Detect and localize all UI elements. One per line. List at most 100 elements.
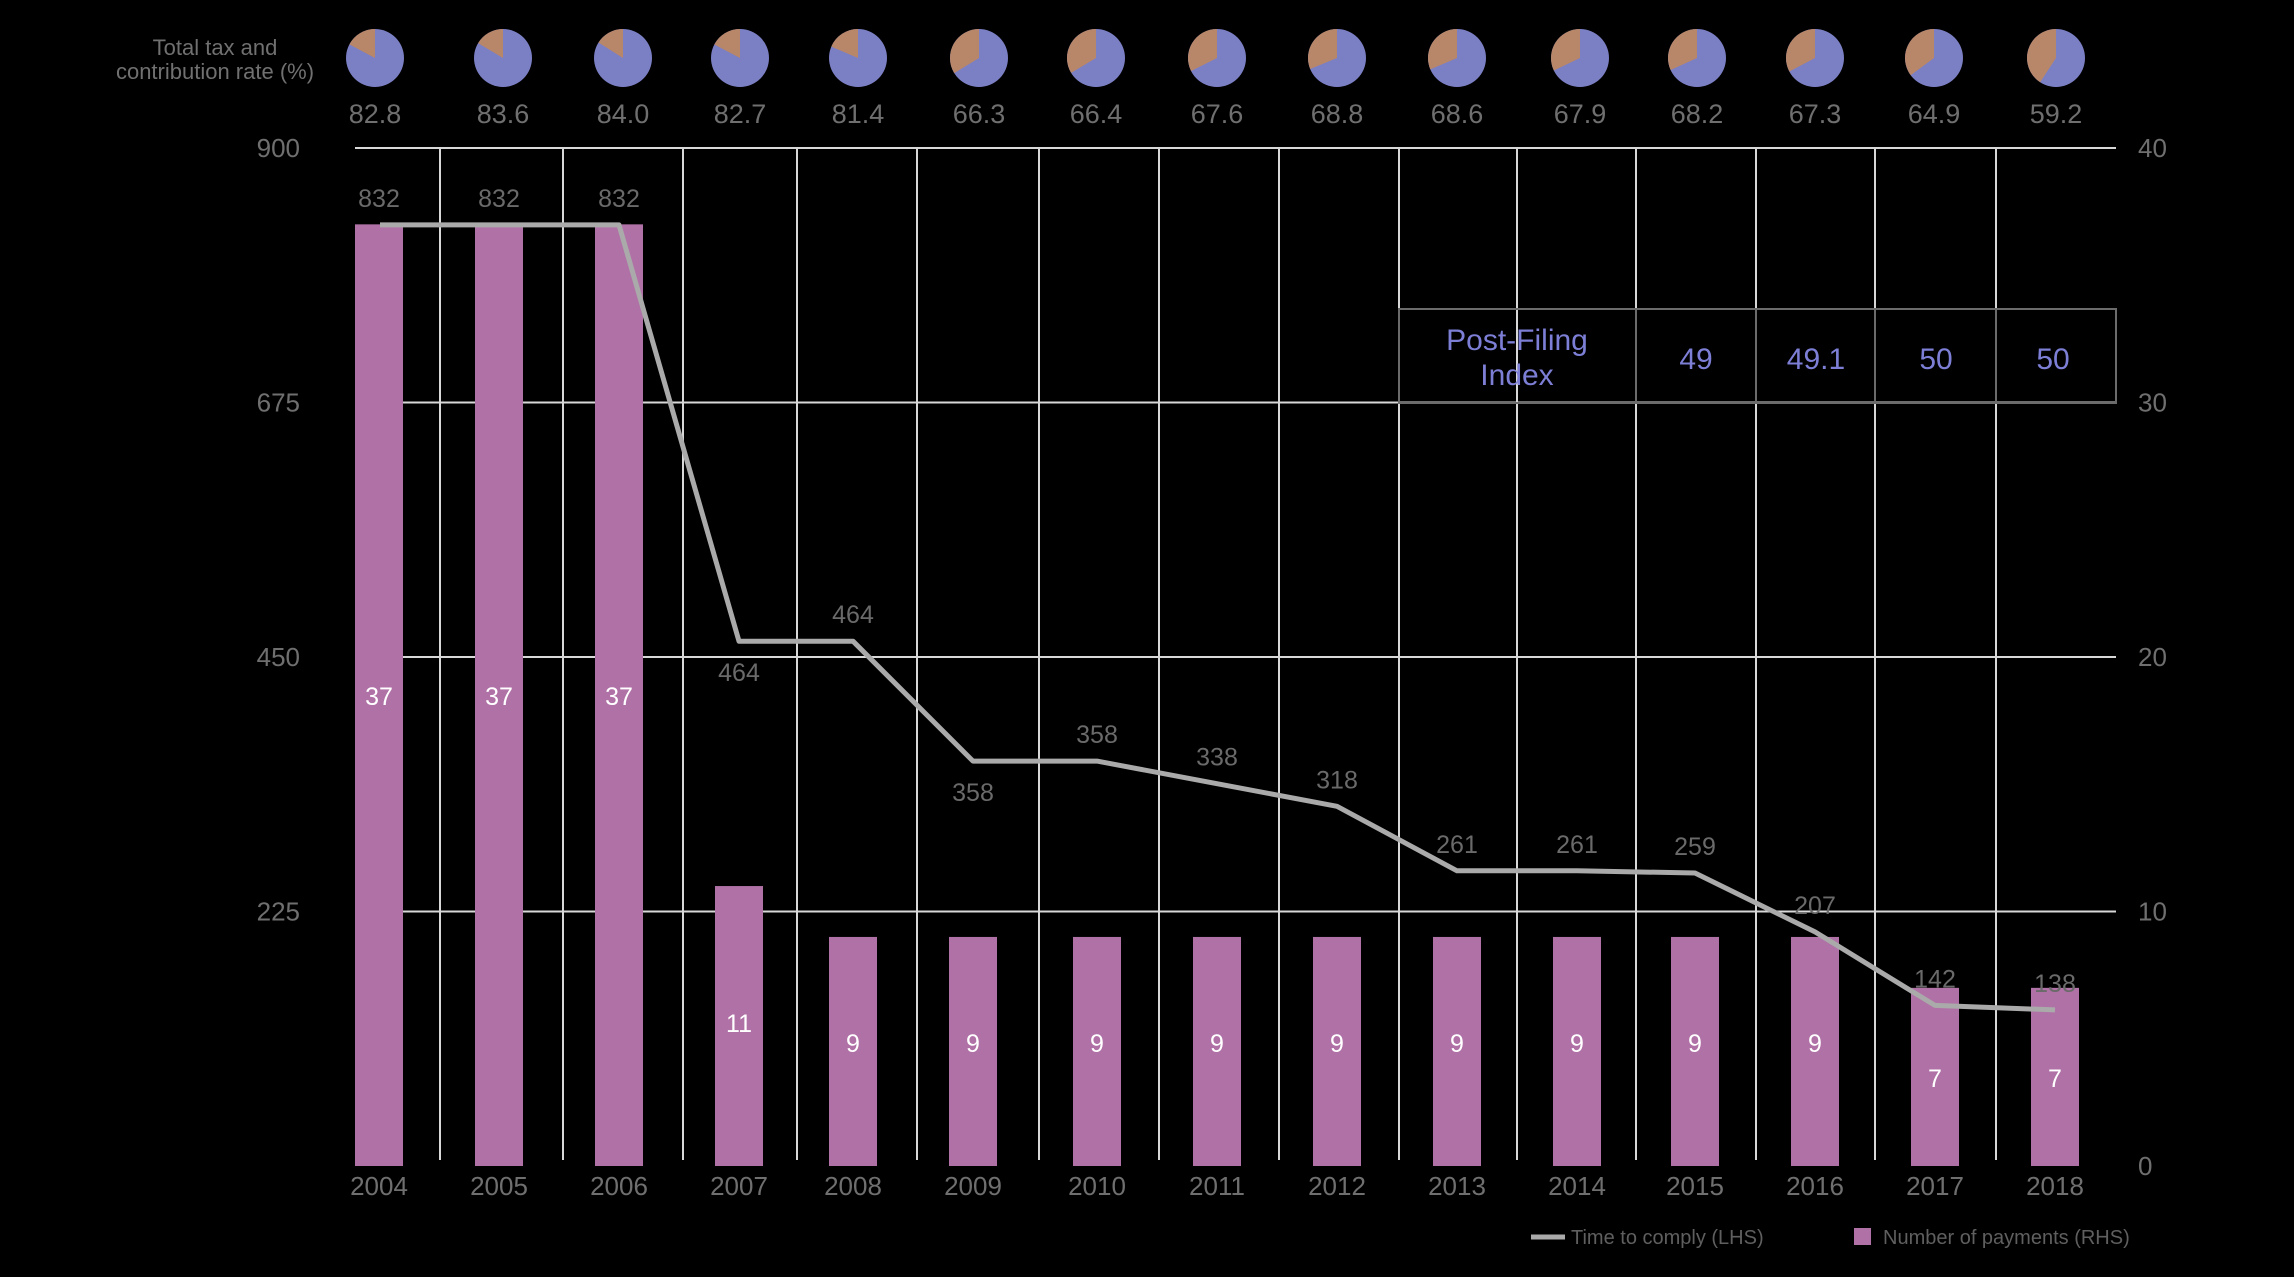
bar-series: [355, 224, 2079, 1167]
x-axis-tick: 2018: [2026, 1171, 2084, 1201]
tax-rate-value: 68.2: [1671, 99, 1724, 129]
right-axis-tick: 30: [2138, 388, 2167, 418]
data-labels: 37 37 37 11 9 9 9 9 9 9 9 9 9 7 7 832 832 832 464 464 358 358…: [358, 185, 2076, 1093]
payments-bar: [829, 936, 877, 1166]
payments-bar-label: 37: [365, 683, 393, 711]
legend-bar-swatch: [1854, 1228, 1871, 1245]
left-axis-tick: 450: [257, 642, 300, 672]
tax-rate-pie-slice: [1905, 29, 1934, 76]
tax-rate-pie-slice: [1307, 29, 1337, 70]
payments-bar-label: 9: [1808, 1030, 1822, 1058]
left-axis-tick: 225: [257, 897, 300, 927]
payments-bar-label: 7: [2048, 1065, 2062, 1093]
time-to-comply-label: 207: [1794, 892, 1836, 920]
x-axis-tick: 2014: [1548, 1171, 1606, 1201]
payments-bar-label: 9: [1570, 1030, 1584, 1058]
post-filing-table: Post-Filing Index 49 49.1 50 50: [1398, 308, 2117, 404]
x-axis-tick: 2011: [1189, 1171, 1245, 1201]
tax-rate-pies: 82.8 83.6 84.0 82.7 81.4 66.3 66.4 67.6 68.8 68.6…: [346, 28, 2085, 129]
time-to-comply-label: 261: [1556, 831, 1598, 859]
grid-lines: [355, 147, 2116, 1160]
payments-bar: [1073, 936, 1121, 1166]
line-series: [378, 222, 2056, 1013]
post-filing-value: 50: [2036, 343, 2069, 376]
payments-bar: [355, 224, 403, 1167]
post-filing-value: 50: [1919, 343, 1952, 376]
tax-rate-pie-slice: [1786, 29, 1815, 72]
payments-bar-label: 37: [605, 683, 633, 711]
payments-bar: [715, 886, 763, 1166]
payments-bar-label: 9: [1210, 1030, 1224, 1058]
tax-rate-pie-slice: [1066, 29, 1096, 73]
time-to-comply-label: 832: [598, 185, 640, 213]
legend-bar-label: Number of payments (RHS): [1883, 1227, 2130, 1249]
time-to-comply-label: 464: [718, 659, 760, 687]
x-axis-tick: 2016: [1786, 1171, 1844, 1201]
payments-bar: [595, 224, 643, 1167]
tax-rate-value: 64.9: [1908, 99, 1961, 129]
tax-rate-pie-slice: [1668, 29, 1697, 71]
time-to-comply-label: 338: [1196, 744, 1238, 772]
tax-rate-pie-slice: [598, 29, 623, 58]
payments-bar: [1313, 936, 1361, 1166]
x-axis-tick: 2006: [590, 1171, 648, 1201]
post-filing-label-line2: Index: [1480, 359, 1553, 392]
payments-bar: [1193, 936, 1241, 1166]
tax-rate-value: 66.3: [953, 99, 1006, 129]
x-axis-tick: 2013: [1428, 1171, 1486, 1201]
payments-bar: [1791, 936, 1839, 1166]
tax-rate-pie-slice: [1551, 29, 1580, 71]
tax-rate-header-line1: Total tax and: [153, 35, 278, 60]
time-to-comply-label: 261: [1436, 831, 1478, 859]
x-axis-tick: 2007: [710, 1171, 768, 1201]
payments-bar-label: 9: [1330, 1030, 1344, 1058]
time-to-comply-label: 138: [2034, 970, 2076, 998]
payments-bar: [1433, 936, 1481, 1166]
right-axis-tick: 10: [2138, 897, 2167, 927]
payments-bar-label: 9: [1688, 1030, 1702, 1058]
tax-rate-value: 66.4: [1070, 99, 1123, 129]
tax-rate-value: 67.6: [1191, 99, 1244, 129]
payments-bar-label: 37: [485, 683, 513, 711]
payments-bar-label: 9: [1450, 1030, 1464, 1058]
payments-bar: [1553, 936, 1601, 1166]
legend-line-label: Time to comply (LHS): [1571, 1227, 1764, 1249]
right-axis-tick: 20: [2138, 642, 2167, 672]
tax-rate-value: 82.7: [714, 99, 767, 129]
tax-rate-header-line2: contribution rate (%): [116, 59, 314, 84]
x-axis-tick: 2008: [824, 1171, 882, 1201]
payments-bar-label: 9: [966, 1030, 980, 1058]
right-axis-tick: 40: [2138, 133, 2167, 163]
payments-bar: [1671, 936, 1719, 1166]
tax-rate-value: 84.0: [597, 99, 650, 129]
right-axis-tick: 0: [2138, 1151, 2152, 1181]
x-axis-tick: 2012: [1308, 1171, 1366, 1201]
tax-rate-pie-slice: [714, 29, 740, 58]
time-to-comply-label: 259: [1674, 833, 1716, 861]
payments-bar: [2031, 987, 2079, 1166]
tax-rate-pie-slice: [349, 29, 375, 58]
left-axis-tick: 675: [257, 388, 300, 418]
payments-bar: [949, 936, 997, 1166]
tax-rate-value: 59.2: [2030, 99, 2083, 129]
time-to-comply-label: 142: [1914, 965, 1956, 993]
time-to-comply-label: 832: [478, 185, 520, 213]
x-axis-tick: 2004: [350, 1171, 408, 1201]
x-axis-tick: 2009: [944, 1171, 1002, 1201]
tax-rate-value: 68.8: [1311, 99, 1364, 129]
time-to-comply-label: 358: [952, 779, 994, 807]
tax-rate-pie-slice: [2026, 29, 2056, 83]
payments-bar-label: 7: [1928, 1065, 1942, 1093]
tax-rate-pie-slice: [1188, 29, 1217, 71]
x-axis-tick: 2017: [1906, 1171, 1964, 1201]
post-filing-label-line1: Post-Filing: [1446, 324, 1588, 357]
x-axis-tick: 2005: [470, 1171, 528, 1201]
payments-bar-label: 9: [846, 1030, 860, 1058]
post-filing-value: 49: [1679, 343, 1712, 376]
payments-bar: [1911, 987, 1959, 1166]
payments-bar-label: 11: [726, 1010, 752, 1038]
post-filing-value: 49.1: [1787, 343, 1845, 376]
x-axis-tick: 2015: [1666, 1171, 1724, 1201]
